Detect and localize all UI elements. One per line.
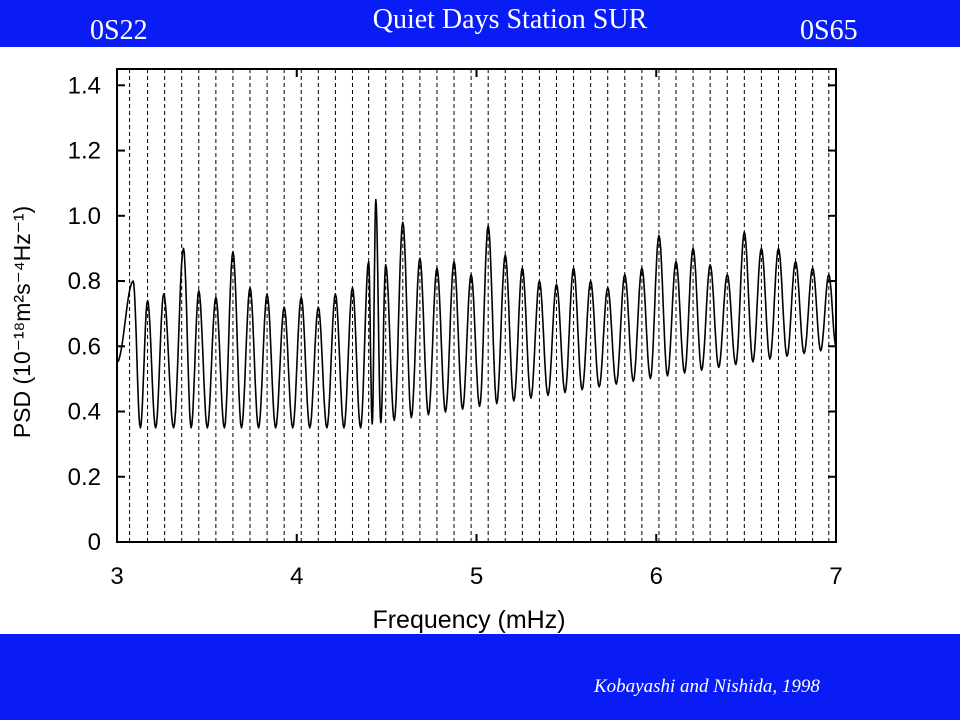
x-tick-label: 3	[110, 563, 123, 590]
x-tick-label: 4	[290, 563, 303, 590]
y-tick-label: 1.0	[68, 203, 101, 230]
slide-title: Quiet Days Station SUR	[372, 4, 648, 35]
psd-line-series	[116, 198, 837, 429]
footer-band	[0, 634, 960, 720]
y-tick-label: 0.4	[68, 399, 101, 426]
plot-frame	[116, 68, 837, 543]
y-tick-label: 0.6	[68, 333, 101, 360]
y-tick-label: 0	[88, 529, 101, 556]
y-tick-label: 0.8	[68, 268, 101, 295]
title-band	[0, 0, 960, 47]
y-tick-label: 1.2	[68, 138, 101, 165]
y-tick-label: 1.4	[68, 72, 101, 99]
axis-ticks: 3 4 5 6 7 0 0.2 0.4 0.6 0.8 1.0 1.2 1.4	[68, 69, 843, 590]
x-tick-label: 7	[829, 563, 842, 590]
x-axis-label: Frequency (mHz)	[372, 606, 565, 634]
y-tick-label: 0.2	[68, 464, 101, 491]
mode-label-left: 0S22	[90, 15, 148, 46]
citation: Kobayashi and Nishida, 1998	[594, 676, 820, 697]
y-axis-label: PSD (10⁻¹⁸m²s⁻⁴Hz⁻¹)	[9, 206, 35, 438]
x-tick-label: 6	[650, 563, 663, 590]
mode-label-right: 0S65	[800, 15, 858, 46]
x-tick-label: 5	[470, 563, 483, 590]
psd-chart: 3 4 5 6 7 0 0.2 0.4 0.6 0.8 1.0 1.2 1.4 Frequency (m…	[9, 68, 843, 634]
mode-line-group	[129, 69, 830, 542]
